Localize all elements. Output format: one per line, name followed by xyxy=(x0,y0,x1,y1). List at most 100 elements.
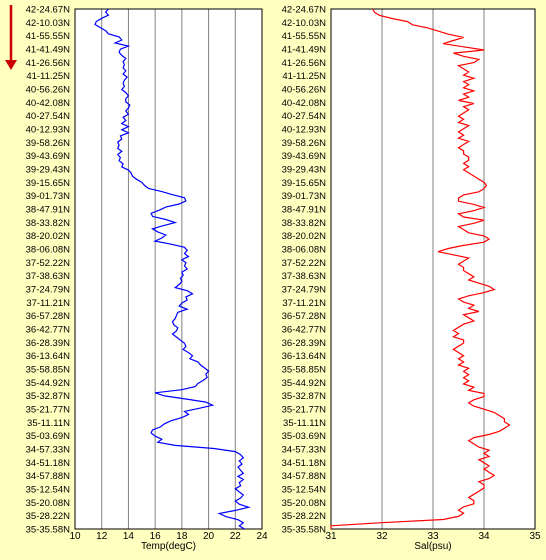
sal-y-tick-label: 42-24.67N xyxy=(282,5,327,16)
sal-y-tick-label: 41-11.25N xyxy=(282,71,326,82)
sal-y-tick-label: 37-38.63N xyxy=(282,271,327,282)
temp-y-tick-label: 36-13.64N xyxy=(26,351,71,362)
temp-y-tick-label: 35-12.54N xyxy=(26,485,71,496)
salinity-panel: 31 32 33 34 35 42-24.67N 42-10.03N 41-55.55N 41-… xyxy=(282,5,541,553)
temp-y-tick-label: 35-35.58N xyxy=(26,525,71,536)
temperature-panel: 10 12 14 16 18 20 22 24 42-24.67N 42-10.03N 41-55.… xyxy=(26,5,268,553)
sal-y-tick-label: 40-12.93N xyxy=(282,125,327,136)
sal-x-tick-label: 34 xyxy=(478,531,490,542)
temp-y-tick-label: 40-12.93N xyxy=(26,125,71,136)
temp-y-tick-label: 41-55.55N xyxy=(26,31,71,42)
temp-y-tick-label: 40-42.08N xyxy=(26,98,71,109)
temp-y-tick-label: 35-32.87N xyxy=(26,391,71,402)
sal-y-tick-label: 34-57.88N xyxy=(282,471,327,482)
temp-y-tick-label: 37-52.22N xyxy=(26,258,71,269)
temp-y-tick-label: 39-01.73N xyxy=(26,191,71,202)
temp-y-tick-label: 35-58.85N xyxy=(26,365,71,376)
sal-y-tick-label: 39-58.26N xyxy=(282,138,327,149)
sal-y-tick-label: 35-11.11N xyxy=(283,418,326,429)
sal-y-tick-label: 40-42.08N xyxy=(282,98,327,109)
sal-y-tick-label: 39-15.65N xyxy=(282,178,327,189)
sal-series-line xyxy=(330,8,511,529)
sal-y-tick-label: 35-21.77N xyxy=(282,405,327,416)
sal-x-tick-label: 31 xyxy=(325,531,337,542)
sal-y-tick-label: 35-12.54N xyxy=(282,485,327,496)
temp-y-tick-label: 35-28.22N xyxy=(26,511,71,522)
sal-y-tick-label: 35-58.85N xyxy=(282,365,327,376)
arrow-down-icon xyxy=(5,5,17,70)
sal-y-tick-label: 39-29.43N xyxy=(282,165,327,176)
sal-frame xyxy=(330,8,536,530)
temp-x-tick-label: 24 xyxy=(256,531,268,542)
temp-x-axis-label: Temp(degC) xyxy=(141,541,196,552)
temp-y-tick-label: 36-57.28N xyxy=(26,311,71,322)
sal-x-tick-label: 33 xyxy=(427,531,439,542)
temp-y-tick-label: 35-21.77N xyxy=(26,405,71,416)
temp-y-tick-label: 41-11.25N xyxy=(26,71,70,82)
temp-x-tick-label: 16 xyxy=(150,531,162,542)
sal-y-tick-label: 35-03.69N xyxy=(282,431,327,442)
sal-y-tick-label: 38-06.08N xyxy=(282,245,327,256)
temp-y-tick-label: 35-44.92N xyxy=(26,378,71,389)
sal-y-tick-label: 41-41.49N xyxy=(282,45,327,56)
sal-y-tick-label: 40-27.54N xyxy=(282,111,327,122)
temp-y-tick-label: 35-11.11N xyxy=(27,418,70,429)
sal-y-tick-label: 35-32.87N xyxy=(282,391,327,402)
sal-y-tick-label: 41-55.55N xyxy=(282,31,327,42)
temp-y-tick-label: 39-43.69N xyxy=(26,151,71,162)
temp-y-tick-label: 35-03.69N xyxy=(26,431,71,442)
temp-y-tick-label: 36-28.39N xyxy=(26,338,71,349)
temp-frame xyxy=(74,8,263,530)
temp-y-tick-label: 38-06.08N xyxy=(26,245,71,256)
temp-x-tick-label: 14 xyxy=(123,531,135,542)
temp-y-tick-label: 34-51.18N xyxy=(26,458,71,469)
temp-x-tick-label: 22 xyxy=(230,531,242,542)
temp-y-tick-label: 39-15.65N xyxy=(26,178,71,189)
sal-y-tick-label: 35-28.22N xyxy=(282,511,327,522)
sal-y-tick-label: 39-01.73N xyxy=(282,191,327,202)
temp-y-tick-label: 39-58.26N xyxy=(26,138,71,149)
sal-y-tick-label: 40-56.26N xyxy=(282,85,327,96)
temp-y-tick-label: 37-24.79N xyxy=(26,285,71,296)
sal-x-tick-label: 35 xyxy=(529,531,541,542)
temp-plot-area xyxy=(75,9,262,529)
sal-y-tick-label: 34-57.33N xyxy=(282,445,327,456)
temp-y-tick-label: 38-20.02N xyxy=(26,231,71,242)
sal-y-tick-label: 39-43.69N xyxy=(282,151,327,162)
sal-y-tick-label: 42-10.03N xyxy=(282,18,327,29)
sal-y-tick-label: 38-47.91N xyxy=(282,205,327,216)
temp-y-tick-label: 42-24.67N xyxy=(26,5,71,16)
sal-y-tick-label: 37-11.21N xyxy=(282,298,326,309)
temp-y-tick-label: 37-38.63N xyxy=(26,271,71,282)
temp-y-tick-label: 40-56.26N xyxy=(26,85,71,96)
temp-y-tick-label: 38-33.82N xyxy=(26,218,71,229)
temp-x-tick-label: 18 xyxy=(176,531,188,542)
temp-y-tick-label: 42-10.03N xyxy=(26,18,71,29)
sal-y-tick-label: 37-52.22N xyxy=(282,258,327,269)
temp-y-tick-label: 34-57.88N xyxy=(26,471,71,482)
temp-series-line xyxy=(94,8,251,530)
temp-y-tick-label: 41-26.56N xyxy=(26,58,71,69)
sal-y-tick-label: 35-44.92N xyxy=(282,378,327,389)
sal-y-tick-label: 35-20.08N xyxy=(282,498,327,509)
temp-x-tick-label: 12 xyxy=(96,531,108,542)
temp-y-tick-label: 40-27.54N xyxy=(26,111,71,122)
temp-y-tick-label: 41-41.49N xyxy=(26,45,71,56)
temp-y-tick-label: 37-11.21N xyxy=(26,298,70,309)
sal-y-tick-label: 34-51.18N xyxy=(282,458,327,469)
temp-x-tick-label: 20 xyxy=(203,531,215,542)
temp-y-tick-label: 34-57.33N xyxy=(26,445,71,456)
sal-x-axis-label: Sal(psu) xyxy=(414,541,451,552)
sal-y-tick-label: 38-20.02N xyxy=(282,231,327,242)
sal-y-tick-label: 36-13.64N xyxy=(282,351,327,362)
sal-y-tick-label: 36-28.39N xyxy=(282,338,327,349)
sal-y-tick-label: 41-26.56N xyxy=(282,58,327,69)
temp-y-tick-label: 38-47.91N xyxy=(26,205,71,216)
sal-y-tick-label: 38-33.82N xyxy=(282,218,327,229)
sal-y-tick-label: 36-42.77N xyxy=(282,325,327,336)
temp-y-tick-label: 39-29.43N xyxy=(26,165,71,176)
temp-y-tick-label: 35-20.08N xyxy=(26,498,71,509)
sal-y-tick-label: 36-57.28N xyxy=(282,311,327,322)
